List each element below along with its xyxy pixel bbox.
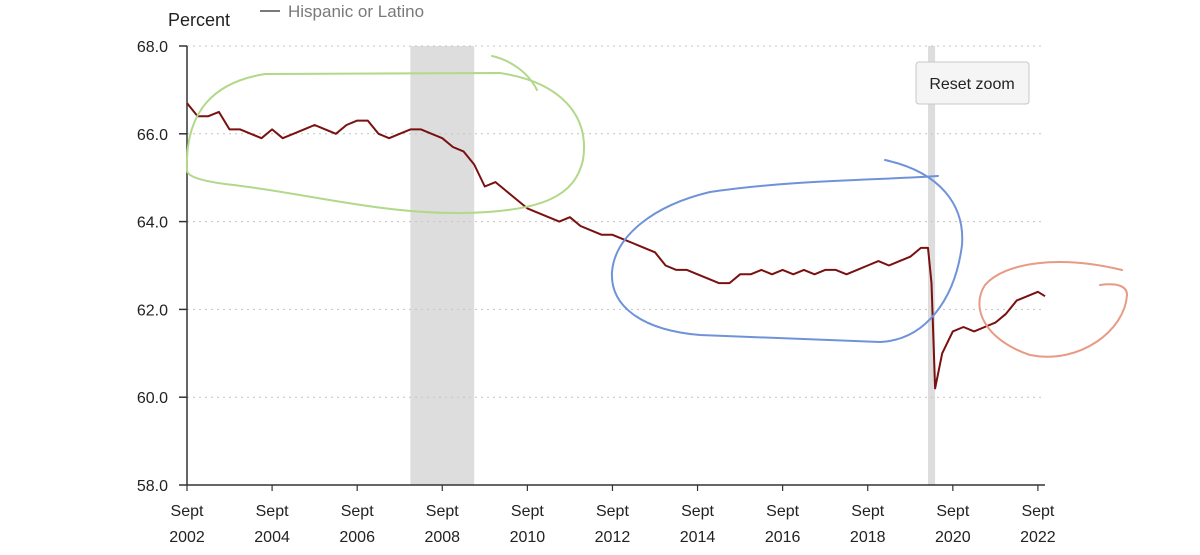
recession-band-1 bbox=[928, 46, 936, 485]
y-tick-label-1: 60.0 bbox=[137, 390, 168, 407]
y-axis-title: Percent bbox=[168, 10, 230, 30]
series-layer bbox=[186, 102, 1046, 390]
y-tick-label-2: 62.0 bbox=[137, 302, 168, 319]
y-tick-label-3: 64.0 bbox=[137, 215, 168, 232]
x-tick-label-month-10: Sept bbox=[1021, 503, 1054, 520]
recession-band-0 bbox=[410, 46, 475, 485]
x-tick-label-month-2: Sept bbox=[341, 503, 374, 520]
reset-zoom-label[interactable]: Reset zoom bbox=[929, 76, 1014, 93]
x-tick-label-month-6: Sept bbox=[681, 503, 714, 520]
x-tick-label-year-2: 2006 bbox=[339, 529, 375, 546]
x-tick-label-year-10: 2022 bbox=[1020, 529, 1056, 546]
x-tick-label-year-8: 2018 bbox=[850, 529, 886, 546]
red-circle-annotation bbox=[978, 261, 1128, 358]
x-tick-label-year-1: 2004 bbox=[254, 529, 290, 546]
x-tick-label-year-5: 2012 bbox=[595, 529, 631, 546]
legend[interactable]: Hispanic or Latino bbox=[260, 2, 424, 21]
x-tick-label-month-4: Sept bbox=[511, 503, 544, 520]
x-tick-label-year-7: 2016 bbox=[765, 529, 801, 546]
y-tick-label-4: 66.0 bbox=[137, 127, 168, 144]
x-tick-label-month-9: Sept bbox=[936, 503, 969, 520]
axes bbox=[186, 46, 1045, 486]
green-circle-annotation bbox=[185, 72, 585, 215]
gridlines bbox=[187, 45, 1045, 398]
x-tick-label-month-3: Sept bbox=[426, 503, 459, 520]
x-tick-label-month-1: Sept bbox=[256, 503, 289, 520]
x-tick-label-month-8: Sept bbox=[851, 503, 884, 520]
x-tick-label-year-3: 2008 bbox=[424, 529, 460, 546]
x-tick-label-month-7: Sept bbox=[766, 503, 799, 520]
x-tick-label-year-6: 2014 bbox=[680, 529, 716, 546]
blue-circle-annotation bbox=[610, 159, 964, 343]
x-tick-label-year-9: 2020 bbox=[935, 529, 971, 546]
y-tick-labels: 58.0 60.0 62.0 64.0 66.0 68.0 bbox=[137, 39, 187, 495]
legend-label[interactable]: Hispanic or Latino bbox=[288, 2, 424, 21]
reset-zoom-button[interactable]: Reset zoom bbox=[915, 61, 1030, 105]
x-tick-labels: Sept 2002 Sept 2004 Sept 2006 Sept 2008 Sept 2010… bbox=[169, 485, 1056, 546]
x-tick-label-month-5: Sept bbox=[596, 503, 629, 520]
y-tick-label-5: 68.0 bbox=[137, 39, 168, 56]
x-tick-label-month-0: Sept bbox=[171, 503, 204, 520]
series-line-0[interactable] bbox=[186, 102, 1046, 390]
green-circle-annotation-tail bbox=[491, 55, 538, 91]
hand-drawn-annotations bbox=[185, 55, 1128, 358]
recession-shading bbox=[410, 46, 936, 485]
x-tick-label-year-4: 2010 bbox=[510, 529, 546, 546]
x-tick-label-year-0: 2002 bbox=[169, 529, 205, 546]
y-tick-label-0: 58.0 bbox=[137, 478, 168, 495]
